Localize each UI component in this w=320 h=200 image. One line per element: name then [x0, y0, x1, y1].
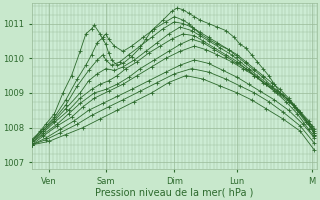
X-axis label: Pression niveau de la mer( hPa ): Pression niveau de la mer( hPa )	[95, 187, 253, 197]
